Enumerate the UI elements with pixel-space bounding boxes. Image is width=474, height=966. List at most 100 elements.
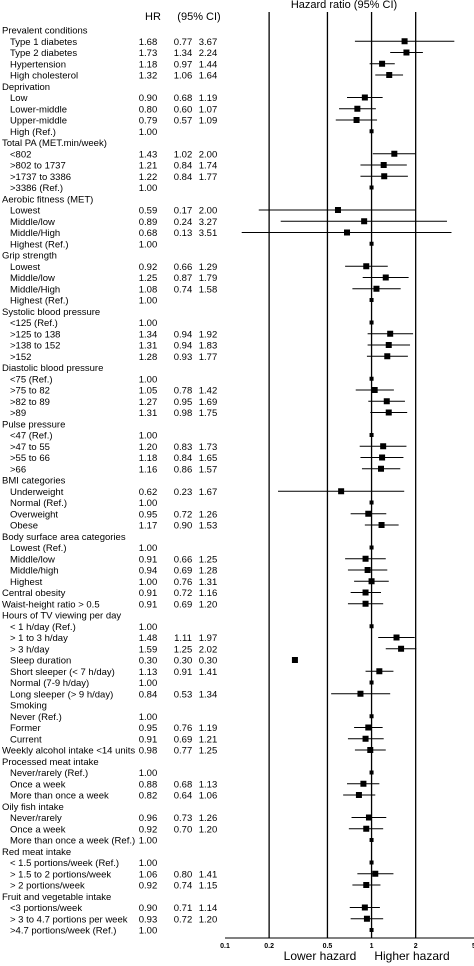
table-row: > 3 h/day 1.59 1.25 2.02 [10, 644, 416, 655]
table-row: Middle/high 0.94 0.69 1.28 [10, 566, 387, 577]
row-label: More than once a week [10, 791, 109, 802]
ci-lower-value: 1.06 [174, 71, 193, 82]
ci-upper-value: 1.57 [199, 464, 218, 475]
hr-value: 0.91 [139, 588, 158, 599]
hr-point [366, 815, 372, 821]
hr-point [384, 398, 390, 404]
ci-upper-value: 2.00 [199, 149, 218, 160]
hr-value: 1.00 [139, 622, 158, 633]
section-row: Weekly alcohol intake <14 units 0.98 0.77 1… [2, 746, 386, 757]
section-label: Central obesity [2, 588, 66, 599]
ci-lower-value: 0.60 [174, 104, 193, 115]
table-row: Never/rarely 0.96 0.73 1.26 [10, 813, 386, 824]
section-label: Total PA (MET.min/week) [2, 138, 107, 149]
x-tick-label: 1 [370, 943, 374, 950]
hr-point [381, 173, 387, 179]
table-row: Highest (Ref.) 1.00 [10, 239, 374, 250]
ci-upper-value: 1.25 [199, 554, 218, 565]
reference-point [370, 186, 374, 190]
table-row: >125 to 138 1.34 0.94 1.92 [10, 329, 413, 340]
ci-lower-value: 0.17 [174, 206, 193, 217]
hr-value: 1.17 [139, 521, 158, 532]
hr-value: 0.84 [139, 689, 158, 700]
table-row: <47 (Ref.) 1.00 [10, 431, 374, 442]
table-row: Overweight 0.95 0.72 1.26 [10, 509, 386, 520]
ci-upper-value: 1.20 [199, 599, 218, 610]
hr-value: 0.96 [139, 813, 158, 824]
ci-lower-value: 0.76 [174, 723, 193, 734]
table-row: Hypertension 1.18 0.97 1.44 [10, 59, 395, 70]
table-row: Long sleeper (> 9 h/day) 0.84 0.53 1.34 [10, 689, 390, 700]
hr-point [376, 668, 382, 674]
hr-value: 0.62 [139, 487, 158, 498]
hr-value: 1.16 [139, 464, 158, 475]
table-row: Never/rarely (Ref.) 1.00 [10, 768, 374, 779]
hr-point [394, 635, 400, 641]
row-label: Lowest (Ref.) [10, 543, 67, 554]
table-row: Sleep duration 0.30 0.30 0.30 [10, 656, 298, 667]
row-label: Former [10, 723, 41, 734]
ci-lower-value: 0.68 [174, 779, 193, 790]
table-row: Obese 1.17 0.90 1.53 [10, 521, 399, 532]
row-label: Once a week [10, 824, 66, 835]
hr-point [386, 410, 392, 416]
row-label: Highest (Ref.) [10, 296, 69, 307]
hr-value: 1.00 [139, 836, 158, 847]
row-label: <75 (Ref.) [10, 374, 53, 385]
table-row: <75 (Ref.) 1.00 [10, 374, 374, 385]
ci-lower-value: 0.84 [174, 453, 193, 464]
row-label: Highest (Ref.) [10, 239, 69, 250]
hr-point [379, 61, 385, 67]
row-label: >89 [10, 408, 26, 419]
hr-value: 0.59 [139, 206, 158, 217]
hr-point [403, 50, 409, 56]
hr-value: 1.00 [139, 183, 158, 194]
ci-lower-value: 0.97 [174, 59, 193, 70]
reference-point [370, 377, 374, 381]
hr-value: 1.20 [139, 442, 158, 453]
table-row: Highest 1.00 0.76 1.31 [10, 577, 389, 588]
ci-upper-value: 1.77 [199, 352, 218, 363]
section-label: Aerobic fitness (MET) [2, 194, 93, 205]
ci-upper-value: 3.51 [199, 228, 218, 239]
row-label: High cholesterol [10, 71, 78, 82]
section-label: Waist-height ratio > 0.5 [2, 599, 100, 610]
hr-value: 0.95 [139, 723, 158, 734]
hr-point [365, 725, 371, 731]
table-row: Middle/High 0.68 0.13 3.51 [10, 228, 451, 239]
ci-upper-value: 1.13 [199, 779, 218, 790]
table-row: High cholesterol 1.32 1.06 1.64 [10, 71, 403, 82]
ci-lower-value: 1.34 [174, 48, 193, 59]
ci-lower-value: 0.70 [174, 824, 193, 835]
table-row: Middle/low 0.89 0.24 3.27 [10, 217, 447, 228]
table-row: Middle/low 1.25 0.87 1.79 [10, 273, 409, 284]
ci-upper-value: 1.92 [199, 329, 218, 340]
table-row: More than once a week 0.82 0.64 1.06 [10, 791, 375, 802]
row-label: Sleep duration [10, 656, 71, 667]
hr-value: 1.00 [139, 768, 158, 779]
table-row: Short sleeper (< 7 h/day) 1.13 0.91 1.41 [10, 667, 393, 678]
section-row: Pulse pressure [2, 419, 65, 430]
reference-point [370, 129, 374, 133]
row-label: Middle/low [10, 554, 55, 565]
reference-point [370, 433, 374, 437]
row-label: < 1.5 portions/week (Ref.) [10, 858, 119, 869]
hr-point [372, 871, 378, 877]
table-row: >138 to 152 1.31 0.94 1.83 [10, 341, 410, 352]
row-label: >1737 to 3386 [10, 172, 71, 183]
ci-lower-value: 0.69 [174, 566, 193, 577]
ci-upper-value: 1.75 [199, 408, 218, 419]
hr-value: 1.00 [139, 318, 158, 329]
ci-upper-value: 1.20 [199, 914, 218, 925]
ci-lower-value: 0.76 [174, 577, 193, 588]
hr-value: 0.82 [139, 791, 158, 802]
hr-value: 1.00 [139, 498, 158, 509]
ci-lower-value: 0.68 [174, 93, 193, 104]
table-row: >55 to 66 1.18 0.84 1.65 [10, 453, 403, 464]
table-row: Normal (Ref.) 1.00 [10, 498, 374, 509]
section-label: Body surface area categories [2, 532, 126, 543]
row-label: Middle/low [10, 217, 55, 228]
table-row: Type 1 diabetes 1.68 0.77 3.67 [10, 37, 454, 48]
section-row: Aerobic fitness (MET) [2, 194, 93, 205]
ci-upper-value: 0.30 [199, 656, 218, 667]
